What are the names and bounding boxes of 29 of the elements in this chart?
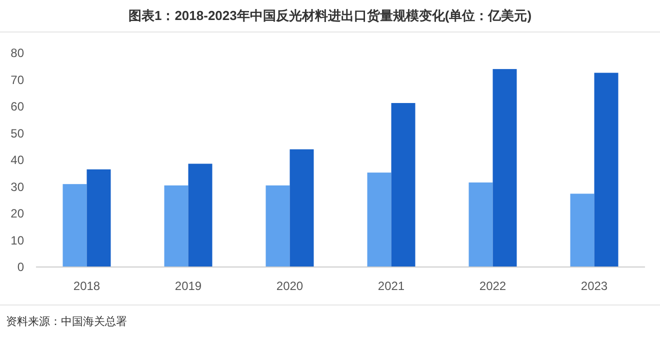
bar xyxy=(86,169,111,267)
bar xyxy=(367,172,392,267)
y-tick-label: 50 xyxy=(10,126,24,140)
y-tick-label: 60 xyxy=(10,100,24,114)
bar xyxy=(188,164,212,267)
x-tick-label: 2021 xyxy=(378,279,405,293)
bar xyxy=(594,72,618,267)
x-tick-label: 2019 xyxy=(174,279,202,293)
y-tick-label: 80 xyxy=(10,46,24,60)
bar xyxy=(391,103,416,267)
text: 资料来源：中国海关总署 xyxy=(6,315,127,328)
x-tick-label: 2020 xyxy=(276,279,304,293)
y-tick-label: 20 xyxy=(10,206,24,220)
bar xyxy=(164,185,188,267)
x-tick-label: 2023 xyxy=(580,279,608,293)
x-tick-label: 2022 xyxy=(479,279,506,293)
y-tick-label: 10 xyxy=(10,233,24,248)
chart-title: 图表1：2018-2023年中国反光材料进出口货量规模变化(单位：亿美元) xyxy=(128,8,532,23)
y-tick-label: 40 xyxy=(10,153,24,167)
y-tick-label: 0 xyxy=(17,260,24,274)
bar xyxy=(468,182,493,267)
bar xyxy=(290,149,314,267)
y-tick-label: 30 xyxy=(10,180,24,194)
bar xyxy=(266,185,290,267)
bar xyxy=(62,184,87,267)
y-tick-label: 70 xyxy=(10,72,24,87)
x-tick-label: 2018 xyxy=(73,279,100,293)
bar xyxy=(492,69,517,267)
bar xyxy=(570,194,594,267)
